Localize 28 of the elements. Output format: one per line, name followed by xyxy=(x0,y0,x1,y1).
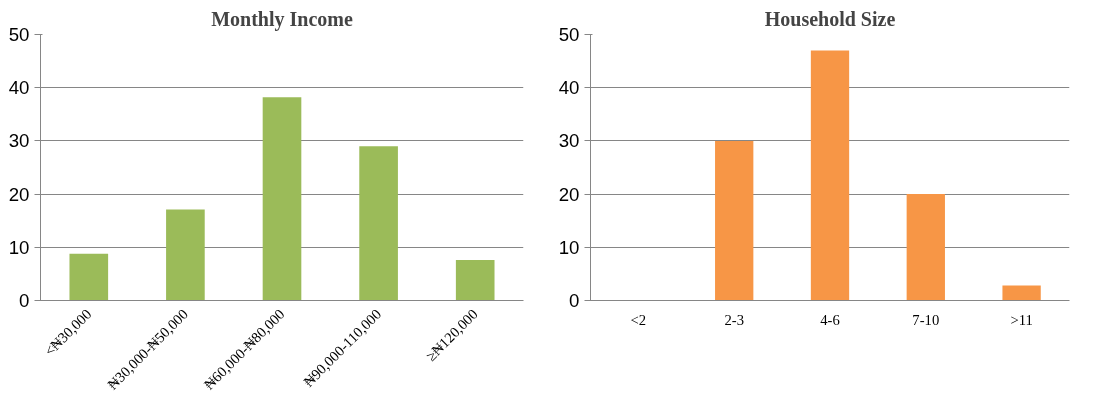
chart-title: Monthly Income xyxy=(211,7,353,31)
bar xyxy=(166,209,205,301)
y-tick-label: 10 xyxy=(8,236,30,258)
y-tick-label: 30 xyxy=(558,130,580,152)
y-tick-label: 50 xyxy=(8,24,30,45)
y-tick-label: 0 xyxy=(19,290,30,311)
y-tick-label: 20 xyxy=(8,183,30,205)
bar xyxy=(1002,285,1041,301)
x-tick-label: <2 xyxy=(630,311,647,328)
x-tick-label: 2-3 xyxy=(724,311,744,328)
chart-title: Household Size xyxy=(764,7,896,30)
x-tick-label: 4-6 xyxy=(820,311,840,328)
y-tick-label: 40 xyxy=(558,77,580,99)
bar xyxy=(359,146,398,301)
y-tick-label: 40 xyxy=(8,77,30,99)
y-tick-label: 50 xyxy=(558,24,580,45)
y-tick-label: 20 xyxy=(558,183,580,205)
bar xyxy=(715,140,754,301)
bar xyxy=(906,194,945,301)
bar xyxy=(69,253,109,301)
y-tick-label: 10 xyxy=(558,236,580,258)
x-tick-label: >11 xyxy=(1010,311,1033,328)
bar xyxy=(455,260,495,301)
bar xyxy=(810,50,850,301)
y-tick-label: 0 xyxy=(569,290,580,311)
bar xyxy=(262,97,302,301)
x-tick-label: 7-10 xyxy=(912,311,940,328)
y-tick-label: 30 xyxy=(8,130,30,152)
